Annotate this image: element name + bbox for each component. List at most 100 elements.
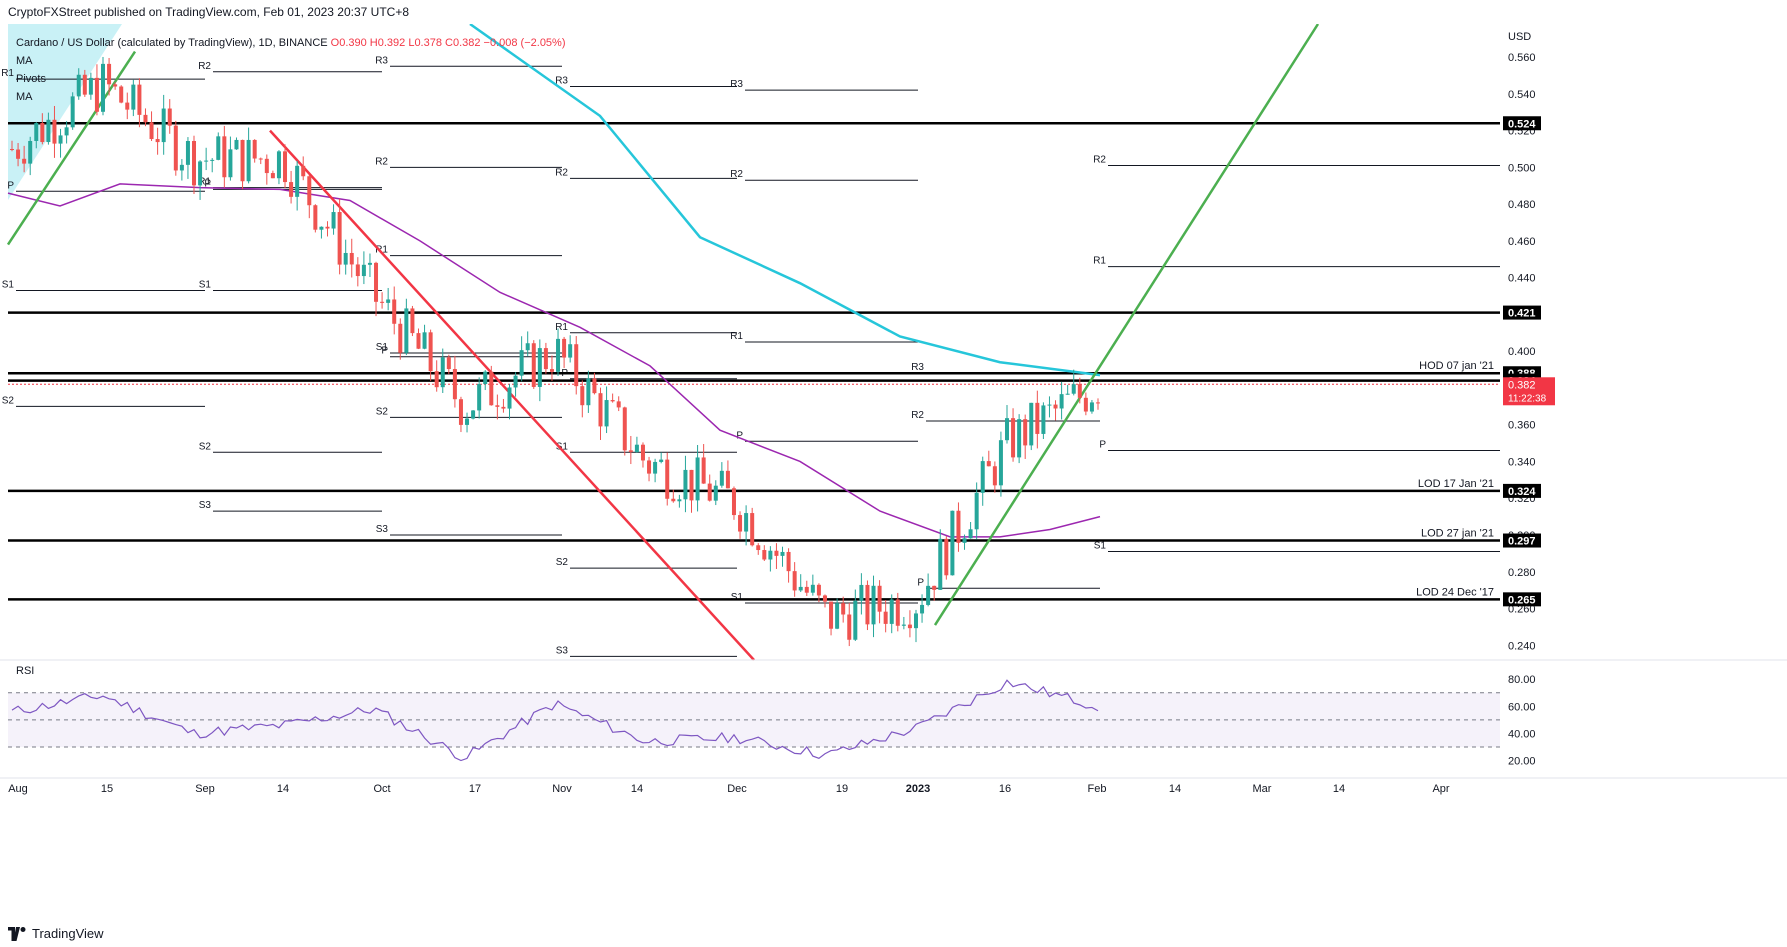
candle-body <box>695 457 700 501</box>
candle-body <box>22 158 27 164</box>
candle-body <box>816 584 821 596</box>
candle-body <box>64 127 69 136</box>
candle-body <box>416 333 421 349</box>
candle-body <box>155 139 160 143</box>
legend-ma-2[interactable]: MA <box>16 91 33 103</box>
level-price-label: 0.265 <box>1508 594 1536 606</box>
candle-body <box>276 151 281 179</box>
candle-body <box>901 624 906 626</box>
publish-header: CryptoFXStreet published on TradingView.… <box>0 0 1787 24</box>
candle-body <box>210 159 215 161</box>
candle-body <box>313 205 318 230</box>
pivot-label-s2: S2 <box>556 557 569 568</box>
candle-body <box>683 469 688 500</box>
candle-body <box>847 614 852 640</box>
candle-body <box>380 301 385 303</box>
tradingview-brand[interactable]: TradingView <box>32 926 104 941</box>
trendline-up <box>933 24 1320 626</box>
rsi-y-tick: 80.00 <box>1508 674 1536 686</box>
candle-body <box>956 510 961 543</box>
candle-body <box>337 212 342 265</box>
x-axis-tick: 2023 <box>906 783 930 795</box>
pivot-label-s3: S3 <box>556 645 569 656</box>
level-price-label: 0.324 <box>1508 486 1536 498</box>
chart-background <box>0 24 1787 919</box>
candle-body <box>1059 394 1064 409</box>
pivot-label-r3: R3 <box>375 55 388 66</box>
candle-body <box>719 470 724 486</box>
last-price-tag <box>1503 377 1555 406</box>
pivot-label-r1: R1 <box>1093 256 1106 267</box>
candle-body <box>367 262 372 265</box>
candle-body <box>471 410 476 419</box>
pivot-label-s1: S1 <box>199 280 212 291</box>
candle-body <box>495 405 500 407</box>
candle-body <box>1071 384 1076 394</box>
candle-body <box>549 369 554 372</box>
candle-body <box>167 108 172 126</box>
legend-pivots[interactable]: Pivots <box>16 73 46 85</box>
candle-body <box>458 399 463 425</box>
ma-long-line <box>469 24 1101 377</box>
candle-body <box>883 611 888 624</box>
candle-body <box>774 550 779 556</box>
candle-body <box>944 538 949 576</box>
candle-body <box>865 584 870 625</box>
pivot-label-r2: R2 <box>375 156 388 167</box>
y-axis-tick: 0.460 <box>1508 236 1536 248</box>
candle-body <box>228 149 233 178</box>
candle-body <box>598 393 603 427</box>
candle-body <box>489 371 494 406</box>
candle-body <box>94 77 99 112</box>
candle-body <box>113 84 118 87</box>
candle-body <box>628 450 633 453</box>
candle-body <box>125 102 130 110</box>
candle-body <box>713 485 718 501</box>
candle-body <box>319 226 324 230</box>
candle-body <box>270 173 275 179</box>
candle-body <box>52 119 57 144</box>
candle-body <box>1096 402 1100 404</box>
x-axis-tick: 19 <box>836 783 848 795</box>
candle-body <box>40 123 45 143</box>
y-axis-tick: 0.440 <box>1508 273 1536 285</box>
candle-body <box>149 122 154 140</box>
candle-body <box>10 148 14 150</box>
candle-body <box>762 550 767 560</box>
x-axis-tick: 15 <box>101 783 113 795</box>
candle-body <box>1023 419 1028 446</box>
y-axis-tick: 0.340 <box>1508 456 1536 468</box>
candle-body <box>343 252 348 265</box>
pivot-label-r2: R2 <box>555 167 568 178</box>
candle-body <box>792 571 797 591</box>
rsi-y-tick: 60.00 <box>1508 701 1536 713</box>
candle-body <box>483 371 488 385</box>
candle-body <box>568 344 573 358</box>
candle-body <box>428 332 433 372</box>
candle-body <box>252 139 257 159</box>
pivot-label-s2: S2 <box>376 406 389 417</box>
candle-body <box>707 483 712 501</box>
tradingview-logo-icon[interactable] <box>8 927 26 941</box>
x-axis-tick: 17 <box>469 783 481 795</box>
rsi-y-tick: 40.00 <box>1508 728 1536 740</box>
rsi-line <box>11 679 1099 762</box>
candle-body <box>768 550 773 560</box>
candle-body <box>962 538 967 543</box>
candle-body <box>895 599 900 626</box>
pivot-label-r2: R2 <box>198 61 211 72</box>
candle-body <box>216 136 221 160</box>
legend-ma-1[interactable]: MA <box>16 55 33 67</box>
level-note: LOD 27 jan '21 <box>1421 528 1494 540</box>
y-axis-currency: USD <box>1508 31 1531 43</box>
pivot-label-p: P <box>7 180 14 191</box>
candle-body <box>58 135 63 144</box>
price-chart[interactable]: R1PS1S2R2R1PS1S2S3R3R2R1PS1S2S3R3R2R1PS1… <box>0 24 1787 919</box>
y-axis-tick: 0.260 <box>1508 604 1536 616</box>
candle-body <box>634 444 639 453</box>
pivot-label-s1: S1 <box>2 280 15 291</box>
y-axis-tick: 0.560 <box>1508 52 1536 64</box>
candle-body <box>349 252 354 265</box>
candle-body <box>392 299 397 324</box>
level-price-tag <box>1503 116 1541 131</box>
